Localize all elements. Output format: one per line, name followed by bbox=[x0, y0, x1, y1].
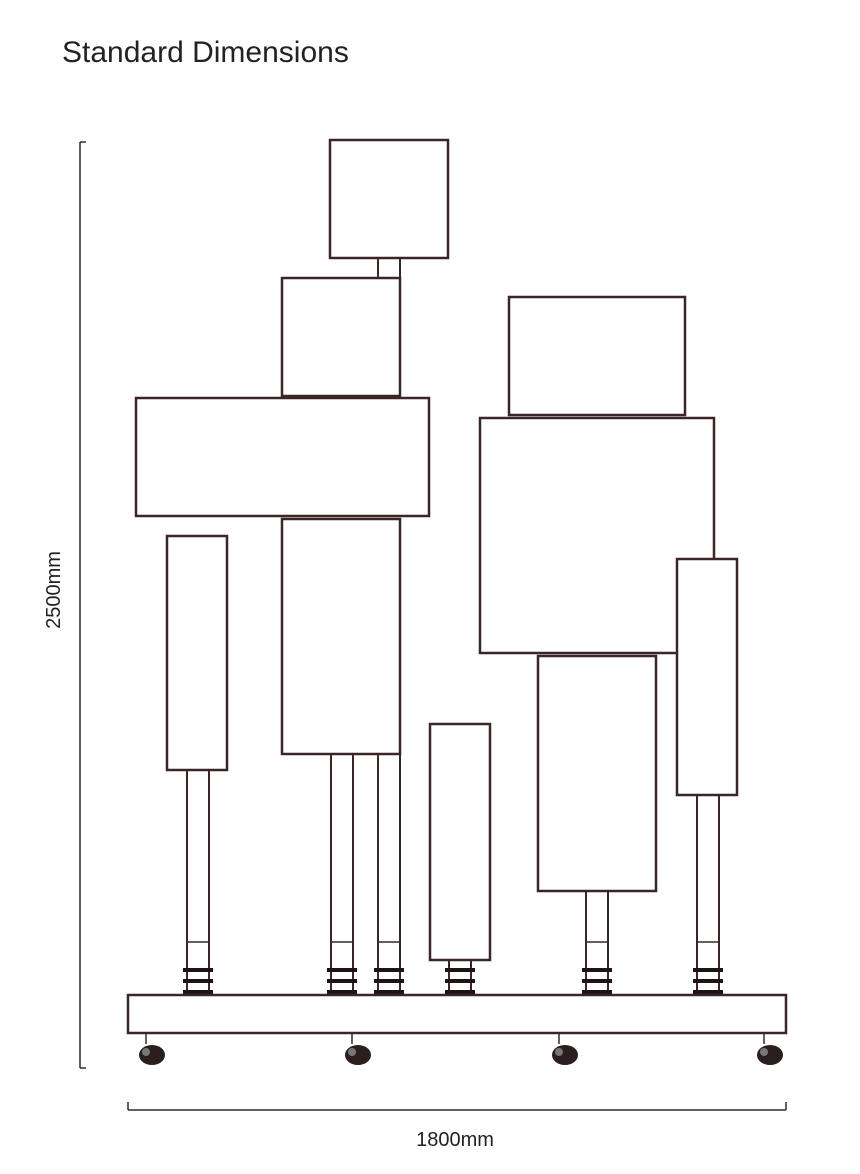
width-dimension bbox=[127, 1102, 787, 1111]
title: Standard Dimensions bbox=[62, 36, 349, 69]
rings bbox=[183, 968, 723, 994]
base bbox=[126, 993, 788, 1035]
height-dimension bbox=[79, 141, 86, 1069]
boxes bbox=[134, 138, 739, 962]
poles bbox=[186, 257, 720, 1019]
height-label: 2500mm bbox=[43, 551, 65, 629]
wheels bbox=[139, 1033, 783, 1065]
width-label: 1800mm bbox=[416, 1129, 494, 1151]
